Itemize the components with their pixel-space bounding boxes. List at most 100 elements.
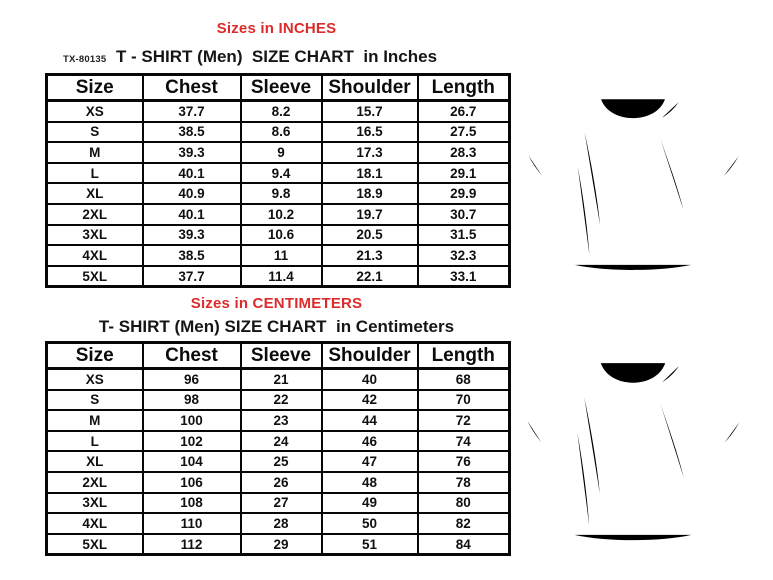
table-row-2xl: 2XL 40.1 10.2 19.7 30.7 <box>45 202 511 226</box>
column-header-size: Size <box>45 341 144 370</box>
measurement-cell: 29 <box>239 532 323 556</box>
size-label-cell: XS <box>45 99 144 123</box>
measurement-cell: 33.1 <box>416 264 511 288</box>
cm-table-body: XS 96 21 40 68 S 98 22 42 70 M 100 23 44 72 L 102 24 46 74 X… <box>45 367 511 556</box>
measurement-cell: 39.3 <box>141 223 242 247</box>
measurement-cell: 23 <box>239 409 323 432</box>
measurement-cell: 51 <box>320 532 419 556</box>
measurement-cell: 76 <box>416 450 511 473</box>
size-label-cell: 4XL <box>45 244 144 267</box>
measurement-cell: 37.7 <box>141 264 242 288</box>
measurement-cell: 80 <box>416 491 511 515</box>
column-header-shoulder: Shoulder <box>320 341 419 370</box>
measurement-cell: 27 <box>239 491 323 515</box>
measurement-cell: 72 <box>416 409 511 432</box>
measurement-cell: 20.5 <box>320 223 419 247</box>
inches-chart-heading: T - SHIRT (Men) SIZE CHART in Inches <box>115 47 438 66</box>
measurement-cell: 82 <box>416 512 511 535</box>
measurement-cell: 68 <box>416 367 511 391</box>
measurement-cell: 32.3 <box>416 244 511 267</box>
measurement-cell: 28 <box>239 512 323 535</box>
cm-header-row: Size Chest Sleeve Shoulder Length <box>45 341 511 370</box>
size-label-cell: M <box>45 409 144 432</box>
measurement-cell: 96 <box>141 367 242 391</box>
table-row-4xl: 4XL 38.5 11 21.3 32.3 <box>45 244 511 267</box>
column-header-chest: Chest <box>141 73 242 102</box>
measurement-cell: 39.3 <box>141 141 242 164</box>
column-header-sleeve: Sleeve <box>239 341 323 370</box>
measurement-cell: 9.8 <box>239 182 323 205</box>
measurement-cell: 37.7 <box>141 99 242 123</box>
measurement-cell: 98 <box>141 388 242 412</box>
inches-section-title: Sizes in INCHES <box>216 20 337 37</box>
table-row-3xl: 3XL 39.3 10.6 20.5 31.5 <box>45 223 511 247</box>
measurement-cell: 22.1 <box>320 264 419 288</box>
measurement-cell: 26.7 <box>416 99 511 123</box>
measurement-cell: 49 <box>320 491 419 515</box>
measurement-cell: 8.6 <box>239 120 323 144</box>
size-label-cell: 2XL <box>45 202 144 226</box>
measurement-cell: 47 <box>320 450 419 473</box>
table-row-s: S 98 22 42 70 <box>45 388 511 412</box>
size-label-cell: XL <box>45 450 144 473</box>
table-row-xs: XS 96 21 40 68 <box>45 367 511 391</box>
measurement-cell: 19.7 <box>320 202 419 226</box>
measurement-cell: 42 <box>320 388 419 412</box>
measurement-cell: 10.2 <box>239 202 323 226</box>
size-label-cell: 4XL <box>45 512 144 535</box>
size-label-cell: 3XL <box>45 223 144 247</box>
measurement-cell: 112 <box>141 532 242 556</box>
size-label-cell: M <box>45 141 144 164</box>
measurement-cell: 110 <box>141 512 242 535</box>
table-row-s: S 38.5 8.6 16.5 27.5 <box>45 120 511 144</box>
measurement-cell: 25 <box>239 450 323 473</box>
measurement-cell: 48 <box>320 470 419 494</box>
size-label-cell: L <box>45 161 144 185</box>
size-label-cell: S <box>45 388 144 412</box>
measurement-cell: 11 <box>239 244 323 267</box>
table-row-4xl: 4XL 110 28 50 82 <box>45 512 511 535</box>
cm-size-table: Size Chest Sleeve Shoulder Length XS 96 21 40 68… <box>45 341 511 557</box>
measurement-cell: 70 <box>416 388 511 412</box>
size-label-cell: XL <box>45 182 144 205</box>
measurement-cell: 102 <box>141 429 242 453</box>
size-label-cell: 5XL <box>45 264 144 288</box>
measurement-cell: 16.5 <box>320 120 419 144</box>
measurement-cell: 40.9 <box>141 182 242 205</box>
measurement-cell: 44 <box>320 409 419 432</box>
column-header-length: Length <box>416 341 511 370</box>
size-label-cell: L <box>45 429 144 453</box>
cm-section-title: Sizes in CENTIMETERS <box>190 295 363 312</box>
column-header-size: Size <box>45 73 144 102</box>
size-label-cell: S <box>45 120 144 144</box>
column-header-shoulder: Shoulder <box>320 73 419 102</box>
measurement-cell: 29.1 <box>416 161 511 185</box>
measurement-cell: 9.4 <box>239 161 323 185</box>
table-row-m: M 100 23 44 72 <box>45 409 511 432</box>
measurement-cell: 26 <box>239 470 323 494</box>
measurement-cell: 38.5 <box>141 244 242 267</box>
measurement-cell: 74 <box>416 429 511 453</box>
inches-header-row: Size Chest Sleeve Shoulder Length <box>45 73 511 102</box>
measurement-cell: 38.5 <box>141 120 242 144</box>
cm-chart-heading: T- SHIRT (Men) SIZE CHART in Centimeters <box>98 317 455 336</box>
measurement-cell: 21.3 <box>320 244 419 267</box>
inches-size-table: Size Chest Sleeve Shoulder Length XS 37.7 8.2 1… <box>45 73 511 289</box>
measurement-cell: 50 <box>320 512 419 535</box>
table-row-5xl: 5XL 112 29 51 84 <box>45 532 511 556</box>
measurement-cell: 10.6 <box>239 223 323 247</box>
measurement-cell: 100 <box>141 409 242 432</box>
measurement-cell: 106 <box>141 470 242 494</box>
measurement-cell: 9 <box>239 141 323 164</box>
size-label-cell: XS <box>45 367 144 391</box>
measurement-cell: 8.2 <box>239 99 323 123</box>
measurement-cell: 22 <box>239 388 323 412</box>
measurement-cell: 24 <box>239 429 323 453</box>
table-row-l: L 40.1 9.4 18.1 29.1 <box>45 161 511 185</box>
measurement-cell: 84 <box>416 532 511 556</box>
measurement-cell: 78 <box>416 470 511 494</box>
table-row-5xl: 5XL 37.7 11.4 22.1 33.1 <box>45 264 511 288</box>
measurement-cell: 108 <box>141 491 242 515</box>
measurement-cell: 40.1 <box>141 161 242 185</box>
table-row-l: L 102 24 46 74 <box>45 429 511 453</box>
